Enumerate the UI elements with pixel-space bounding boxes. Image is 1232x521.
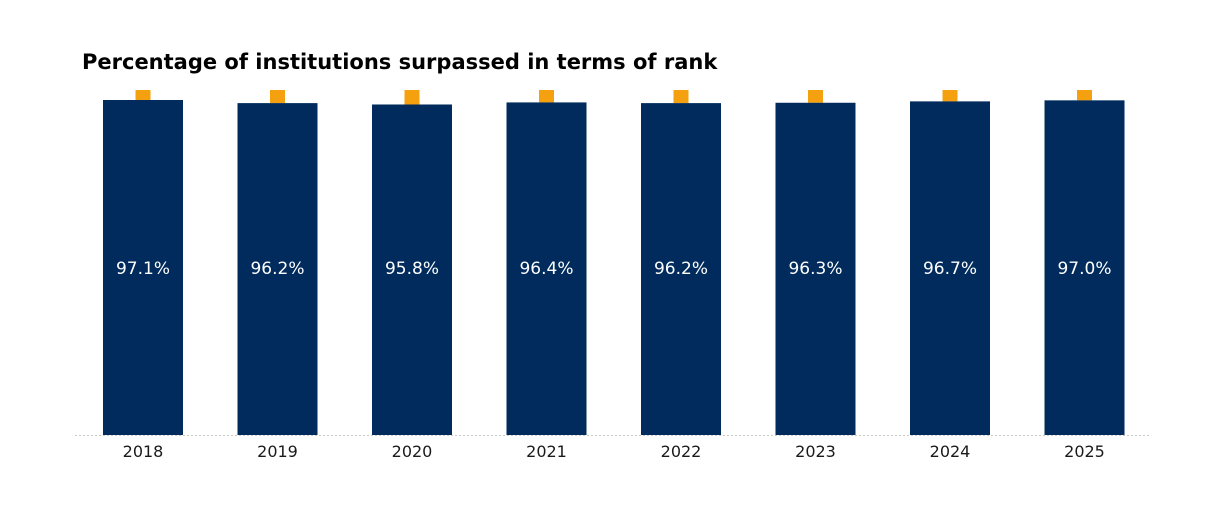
x-tick-label-2020: 2020 — [392, 442, 433, 461]
x-tick-label-2019: 2019 — [257, 442, 298, 461]
bar-remainder-2025 — [1077, 90, 1092, 101]
bar-remainder-2020 — [404, 90, 420, 105]
bar-2024 — [910, 101, 990, 435]
x-tick-label-2023: 2023 — [795, 442, 836, 461]
x-tick-label-2025: 2025 — [1064, 442, 1105, 461]
bar-remainder-2023 — [808, 90, 823, 103]
bar-remainder-2021 — [539, 90, 554, 103]
bar-2021 — [506, 102, 587, 436]
bar-2025 — [1044, 100, 1125, 435]
bar-remainder-2018 — [135, 90, 151, 101]
bar-remainder-2019 — [270, 90, 285, 104]
data-label-2019: 96.2% — [250, 259, 304, 279]
bar-remainder-2022 — [673, 90, 689, 104]
data-label-2025: 97.0% — [1057, 259, 1111, 279]
x-tick-label-2022: 2022 — [661, 442, 702, 461]
data-label-2018: 97.1% — [116, 259, 170, 279]
x-tick-label-2021: 2021 — [526, 442, 567, 461]
data-label-2022: 96.2% — [654, 259, 708, 279]
data-label-2024: 96.7% — [923, 259, 977, 279]
chart-title: Percentage of institutions surpassed in … — [82, 50, 718, 74]
bar-2023 — [775, 102, 856, 435]
data-label-2021: 96.4% — [519, 259, 573, 279]
bar-remainder-2024 — [942, 90, 958, 102]
data-label-2023: 96.3% — [788, 259, 842, 279]
bar-2022 — [641, 103, 721, 436]
bar-2019 — [237, 103, 318, 436]
data-label-2020: 95.8% — [385, 259, 439, 279]
bar-2020 — [372, 104, 452, 436]
x-tick-label-2024: 2024 — [930, 442, 971, 461]
x-tick-label-2018: 2018 — [123, 442, 164, 461]
bar-2018 — [103, 100, 183, 435]
